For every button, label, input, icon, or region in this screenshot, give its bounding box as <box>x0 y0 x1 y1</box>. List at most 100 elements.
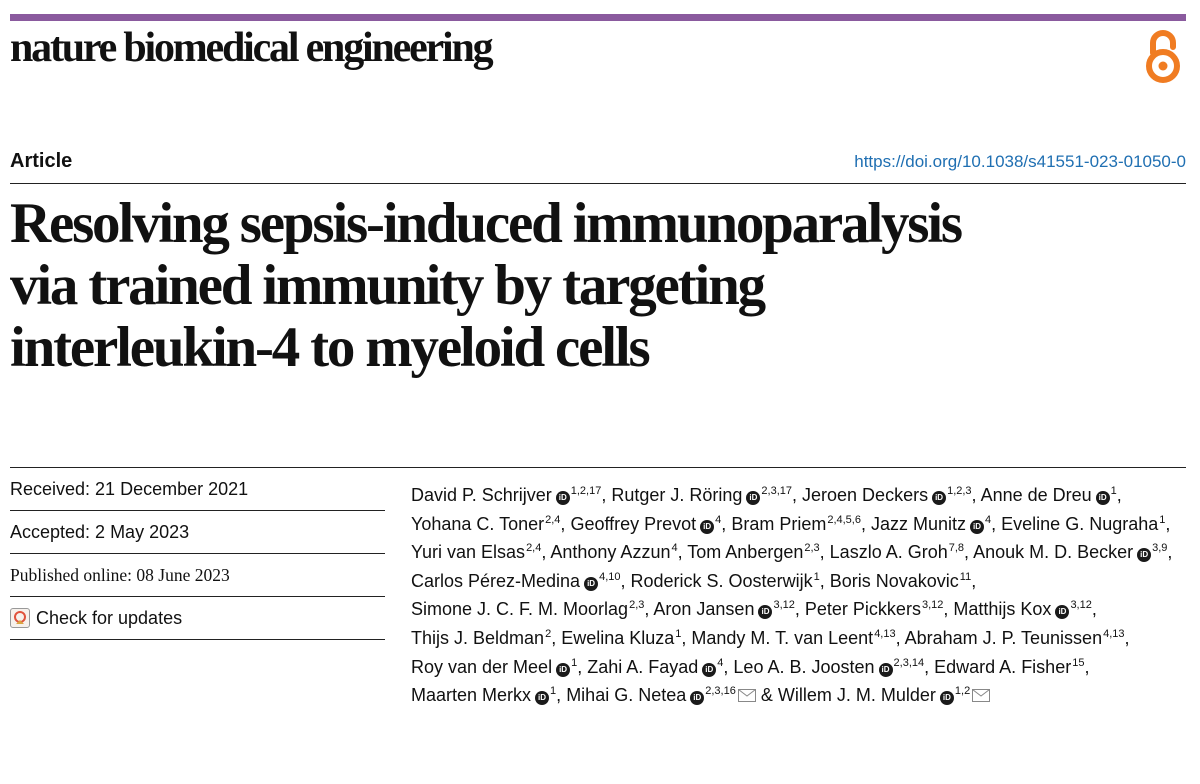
orcid-icon[interactable]: iD <box>932 491 947 505</box>
author-entry: Yuri van Elsas2,4 <box>411 542 541 562</box>
author-name[interactable]: Anouk M. D. Becker <box>973 542 1134 563</box>
author-entry: Aron Jansen iD3,12 <box>653 599 795 620</box>
author-entry: Anne de Dreu iD1 <box>981 485 1117 505</box>
affiliation-numbers: 2 <box>545 627 552 640</box>
article-history: Received: 21 December 2021 Accepted: 2 M… <box>10 468 385 640</box>
author-name[interactable]: Aron Jansen <box>653 599 755 620</box>
author-name[interactable]: Bram Priem <box>731 513 827 534</box>
author-entry: David P. Schrijver iD1,2,17 <box>411 485 601 505</box>
author-name[interactable]: Anne de Dreu <box>980 485 1092 505</box>
author-entry: Leo A. B. Joosten iD2,3,14 <box>733 657 924 677</box>
author-name[interactable]: Thijs J. Beldman <box>411 627 545 648</box>
author-entry: Roy van der Meel iD1 <box>411 657 577 677</box>
author-name[interactable]: Roderick S. Oosterwijk <box>630 570 813 591</box>
affiliation-numbers: 1 <box>813 570 820 583</box>
header-divider <box>10 183 1186 184</box>
title-line: via trained immunity by targeting <box>10 254 766 317</box>
author-name[interactable]: Peter Pickkers <box>804 599 921 620</box>
author-name[interactable]: Yuri van Elsas <box>411 542 526 563</box>
author-name[interactable]: Leo A. B. Joosten <box>733 656 875 677</box>
author-entry: Boris Novakovic11 <box>830 571 971 591</box>
author-name[interactable]: Yohana C. Toner <box>411 513 545 534</box>
author-entry: Edward A. Fisher15 <box>934 657 1084 677</box>
orcid-icon[interactable]: iD <box>1095 491 1110 505</box>
orcid-icon[interactable]: iD <box>584 576 599 591</box>
orcid-icon[interactable]: iD <box>970 519 985 534</box>
affiliation-numbers: 2,4 <box>545 513 561 526</box>
article-type: Article <box>10 150 73 172</box>
author-name[interactable]: Laszlo A. Groh <box>829 542 948 563</box>
orcid-icon[interactable]: iD <box>1137 548 1152 563</box>
affiliation-numbers: 2,3,14 <box>893 656 925 669</box>
author-name[interactable]: Jazz Munitz <box>870 513 967 534</box>
author-entry: Peter Pickkers3,12 <box>805 599 943 619</box>
orcid-icon[interactable]: iD <box>690 691 705 706</box>
author-name[interactable]: Jeroen Deckers <box>802 485 929 505</box>
author-entry: Tom Anbergen2,3 <box>687 542 819 562</box>
author-name[interactable]: Maarten Merkx <box>411 685 532 706</box>
check-updates-icon <box>10 608 30 628</box>
author-entry: Yohana C. Toner2,4 <box>411 514 560 534</box>
orcid-icon[interactable]: iD <box>1055 605 1070 620</box>
orcid-icon[interactable]: iD <box>535 691 550 706</box>
affiliation-numbers: 1 <box>550 685 557 698</box>
author-entry: Ewelina Kluza1 <box>561 628 681 648</box>
author-list: David P. Schrijver iD1,2,17, Rutger J. Rö… <box>411 485 1173 706</box>
affiliation-numbers: 3,12 <box>921 599 944 612</box>
affiliation-numbers: 4,13 <box>874 627 896 640</box>
author-entry: Geoffrey Prevot iD4 <box>570 514 721 534</box>
orcid-icon[interactable]: iD <box>700 519 715 534</box>
author-name[interactable]: Willem J. M. Mulder <box>777 685 936 706</box>
author-name[interactable]: Abraham J. P. Teunissen <box>904 627 1103 648</box>
orcid-icon[interactable]: iD <box>556 662 571 677</box>
author-name[interactable]: Mandy M. T. van Leent <box>691 627 874 648</box>
orcid-icon[interactable]: iD <box>746 491 761 505</box>
affiliation-numbers: 2,3 <box>629 599 645 612</box>
author-name[interactable]: Geoffrey Prevot <box>570 513 697 534</box>
author-name[interactable]: Boris Novakovic <box>829 570 959 591</box>
author-entry: Eveline G. Nugraha1 <box>1001 514 1165 534</box>
check-for-updates-button[interactable]: Check for updates <box>10 608 182 629</box>
author-name[interactable]: David P. Schrijver <box>411 485 552 505</box>
open-access-lock-icon[interactable] <box>1143 26 1183 86</box>
author-name[interactable]: Edward A. Fisher <box>934 656 1072 677</box>
author-name[interactable]: Eveline G. Nugraha <box>1001 513 1159 534</box>
author-name[interactable]: Mihai G. Netea <box>566 685 687 706</box>
author-name[interactable]: Tom Anbergen <box>687 542 804 563</box>
affiliation-numbers: 4 <box>985 513 992 526</box>
author-name[interactable]: Roy van der Meel <box>411 656 553 677</box>
affiliation-numbers: 1,2,17 <box>570 485 602 497</box>
author-entry: Roderick S. Oosterwijk1 <box>631 571 820 591</box>
author-name[interactable]: Ewelina Kluza <box>561 627 675 648</box>
affiliation-numbers: 1,2,3 <box>947 485 972 497</box>
email-icon[interactable] <box>737 689 756 703</box>
author-entry: Mihai G. Netea iD2,3,16 <box>566 685 756 706</box>
doi-link[interactable]: https://doi.org/10.1038/s41551-023-01050… <box>854 152 1186 171</box>
orcid-icon[interactable]: iD <box>878 662 893 677</box>
email-icon[interactable] <box>972 689 991 703</box>
author-entry: Jazz Munitz iD4 <box>871 514 991 534</box>
received-date: Received: 21 December 2021 <box>10 468 385 511</box>
author-entry: & Willem J. M. Mulder iD1,2 <box>760 685 991 706</box>
author-name[interactable]: Matthijs Kox <box>953 599 1052 620</box>
orcid-icon[interactable]: iD <box>555 491 570 505</box>
author-name[interactable]: Rutger J. Röring <box>611 485 743 505</box>
affiliation-numbers: 3,12 <box>773 599 795 612</box>
orcid-icon[interactable]: iD <box>939 691 954 706</box>
author-name[interactable]: Simone J. C. F. M. Moorlag <box>411 599 629 620</box>
published-date: Published online: 08 June 2023 <box>10 554 385 597</box>
author-name[interactable]: Zahi A. Fayad <box>587 656 699 677</box>
affiliation-numbers: 3,12 <box>1070 599 1092 612</box>
article-title: Resolving sepsis-induced immunoparalysis… <box>10 193 1190 379</box>
affiliation-numbers: 1,2 <box>954 685 971 698</box>
journal-name: nature biomedical engineering <box>10 25 494 71</box>
affiliation-numbers: 1 <box>675 627 682 640</box>
orcid-icon[interactable]: iD <box>702 662 717 677</box>
author-name[interactable]: Carlos Pérez-Medina <box>411 570 581 591</box>
orcid-icon[interactable]: iD <box>758 605 773 620</box>
author-name[interactable]: Anthony Azzun <box>550 542 671 563</box>
affiliation-numbers: 7,8 <box>948 542 965 555</box>
author-conjunction: & <box>760 685 778 706</box>
check-updates-label: Check for updates <box>36 607 183 628</box>
title-line: Resolving sepsis-induced immunoparalysis <box>10 192 963 255</box>
